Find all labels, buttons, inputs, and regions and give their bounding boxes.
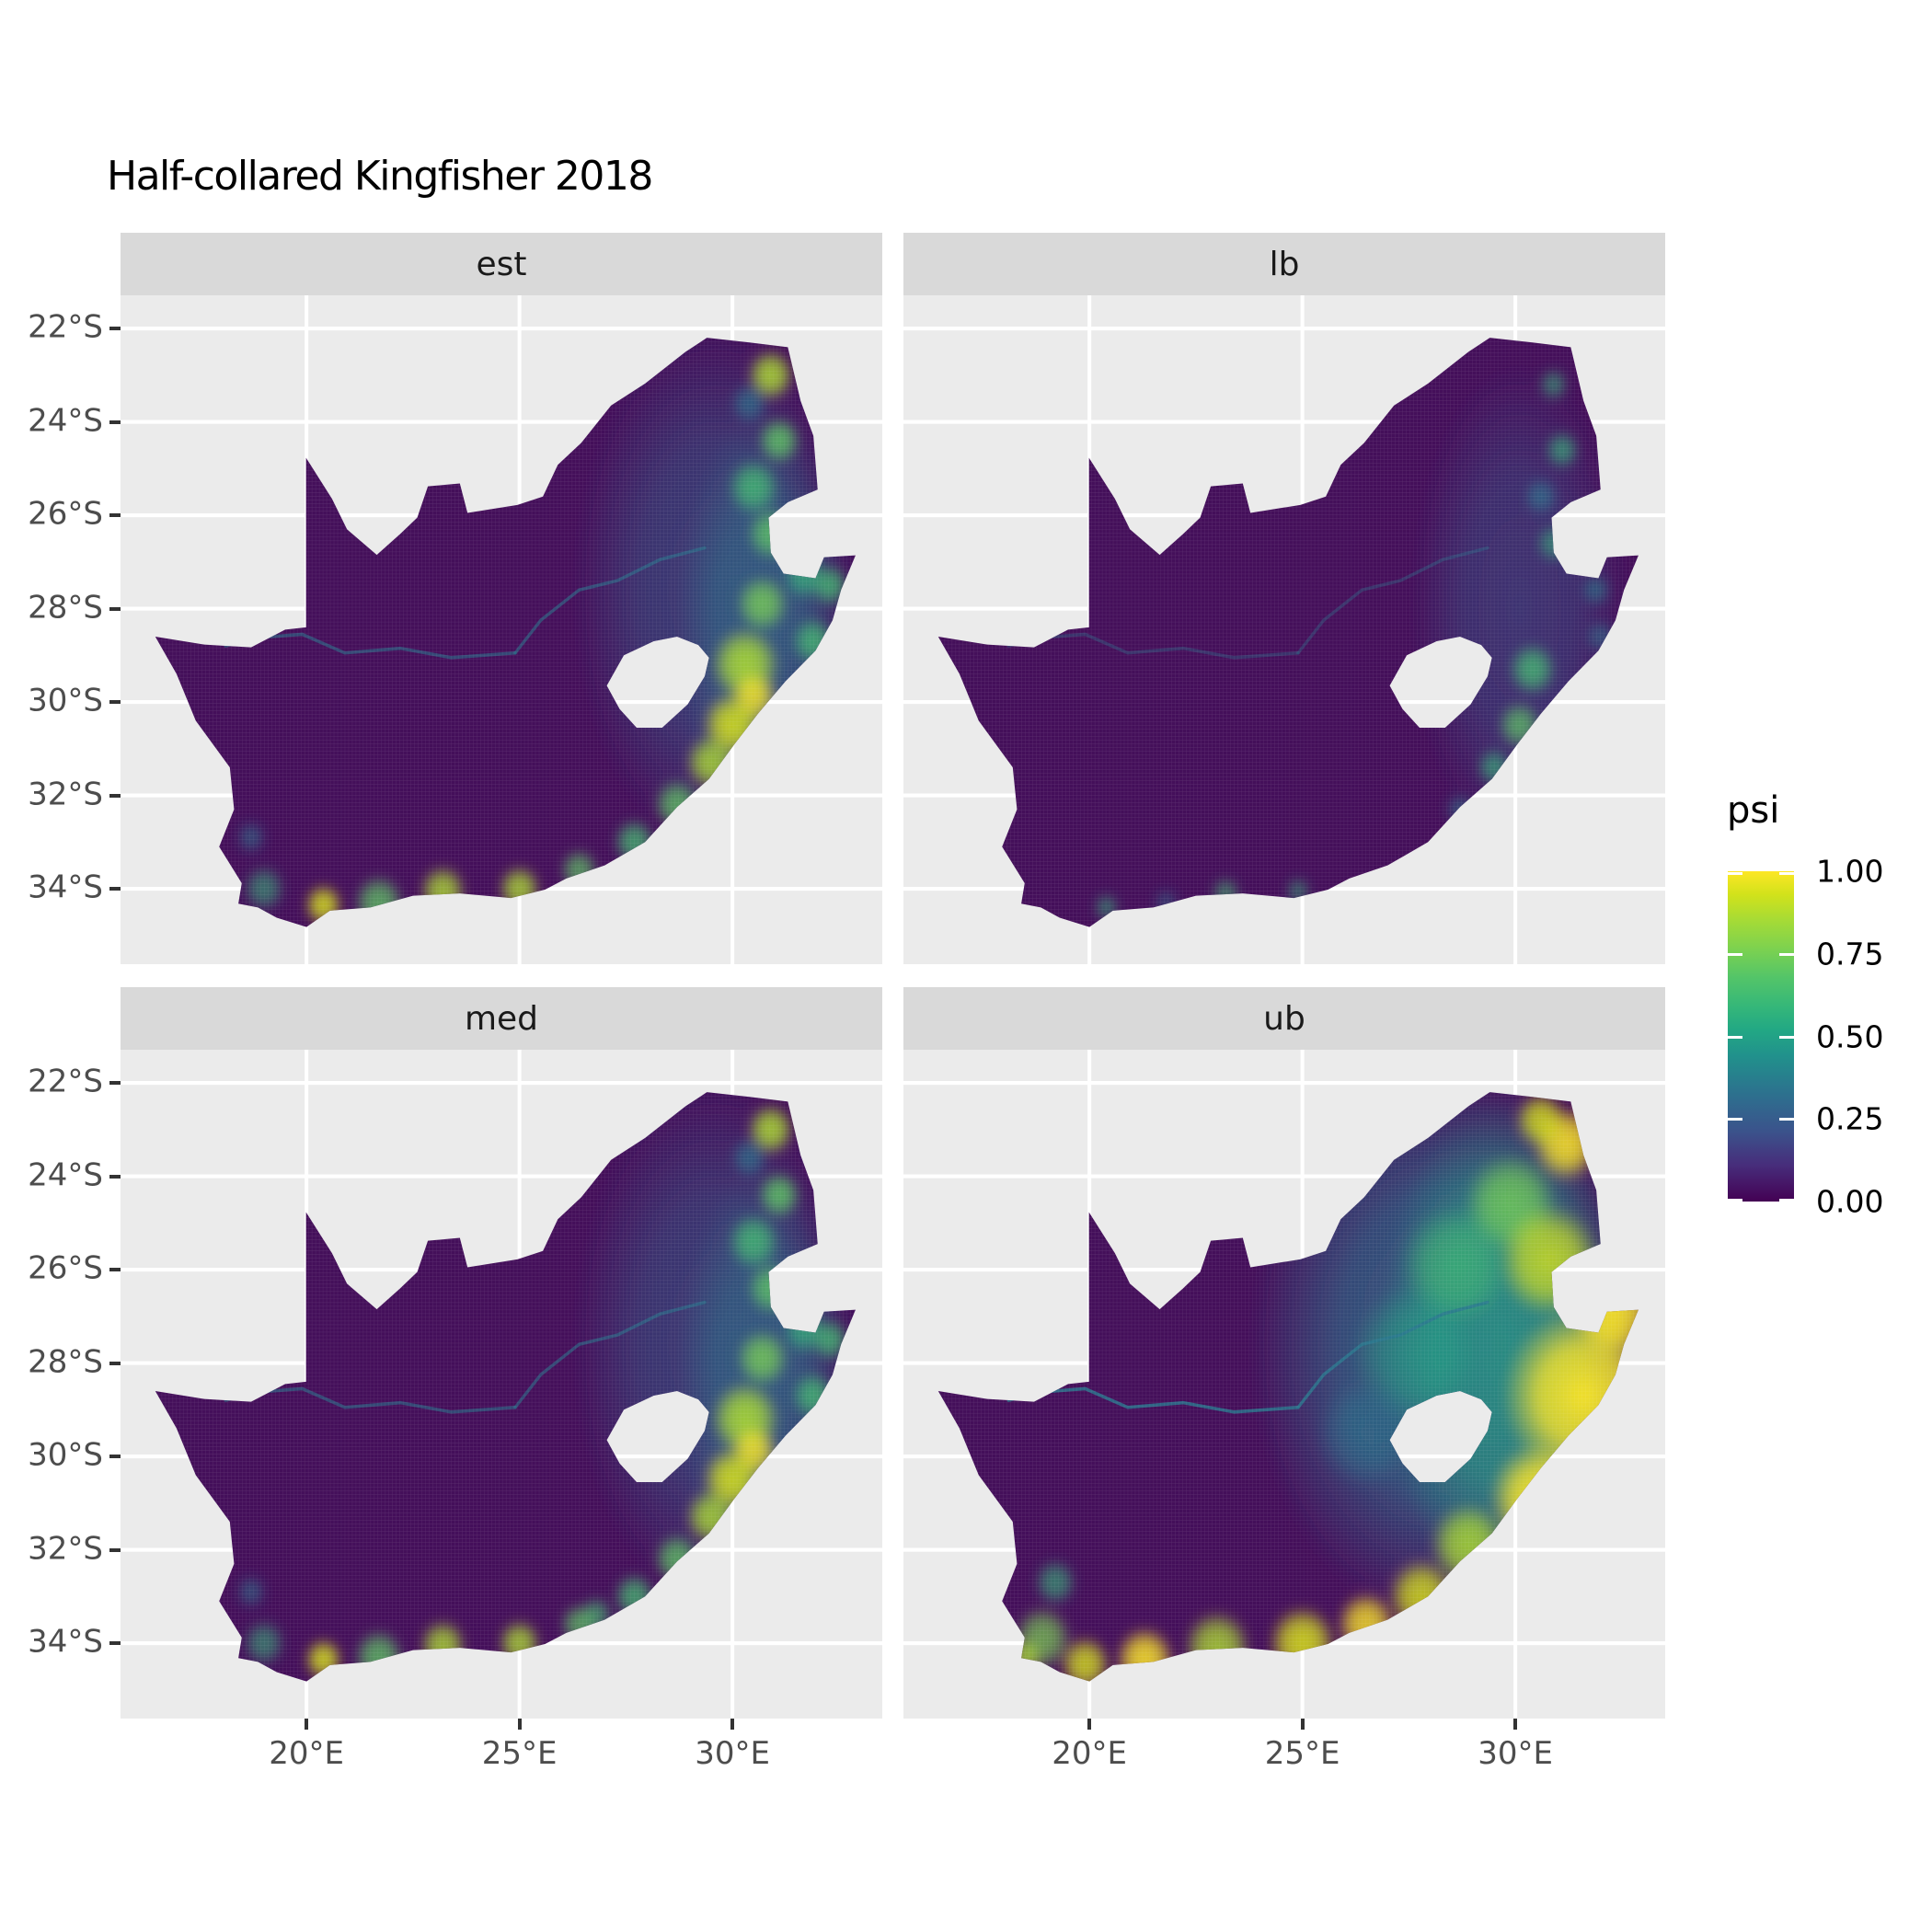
legend-label: 0.50: [1816, 1018, 1884, 1054]
y-tick-label: 34°S: [28, 868, 103, 906]
facet-strip-ub: ub: [903, 987, 1665, 1050]
y-tick-label: 26°S: [28, 1249, 103, 1287]
legend-title: psi: [1727, 789, 1780, 832]
y-tick-label: 34°S: [28, 1623, 103, 1661]
y-tick-mark: [109, 793, 121, 798]
facet-label-ub: ub: [1263, 999, 1305, 1038]
y-tick-label: 22°S: [28, 308, 103, 346]
legend-tick-mark: [1779, 1035, 1794, 1039]
legend-tick-mark: [1728, 872, 1742, 875]
legend-tick-mark: [1779, 1199, 1794, 1202]
y-tick-mark: [109, 420, 121, 424]
y-tick-mark: [109, 887, 121, 891]
x-tick-mark: [517, 1719, 522, 1730]
y-tick-label: 30°S: [28, 682, 103, 719]
y-tick-mark: [109, 1174, 121, 1179]
y-tick-mark: [109, 1081, 121, 1086]
y-tick-mark: [109, 606, 121, 611]
y-tick-mark: [109, 327, 121, 331]
x-tick-mark: [305, 1719, 309, 1730]
legend-label: 0.75: [1816, 936, 1884, 972]
legend-tick-mark: [1728, 952, 1742, 956]
x-tick-mark: [1087, 1719, 1092, 1730]
x-tick-label: 20°E: [1052, 1735, 1128, 1772]
legend-tick-mark: [1728, 1118, 1742, 1121]
y-tick-mark: [109, 1268, 121, 1272]
legend-tick-mark: [1779, 872, 1794, 875]
x-tick-label: 25°E: [1264, 1735, 1340, 1772]
legend-tick-mark: [1779, 1118, 1794, 1121]
map-panel-med: [121, 1050, 882, 1719]
x-tick-mark: [730, 1719, 735, 1730]
y-tick-mark: [109, 1547, 121, 1552]
x-tick-label: 30°E: [1478, 1735, 1554, 1772]
x-tick-label: 20°E: [269, 1735, 345, 1772]
legend-tick-mark: [1728, 1199, 1742, 1202]
map-panel-est: [121, 295, 882, 964]
map-svg-est: [121, 295, 882, 964]
y-tick-mark: [109, 700, 121, 705]
facet-label-med: med: [464, 999, 539, 1038]
facet-label-lb: lb: [1269, 245, 1300, 283]
facet-label-est: est: [476, 245, 527, 283]
y-tick-label: 32°S: [28, 775, 103, 812]
y-tick-label: 24°S: [28, 1156, 103, 1193]
facet-strip-med: med: [121, 987, 882, 1050]
y-tick-label: 24°S: [28, 401, 103, 439]
map-panel-ub: [903, 1050, 1665, 1719]
x-tick-mark: [1300, 1719, 1305, 1730]
y-tick-label: 32°S: [28, 1529, 103, 1567]
facet-strip-lb: lb: [903, 233, 1665, 295]
y-tick-label: 22°S: [28, 1063, 103, 1100]
y-tick-mark: [109, 1361, 121, 1365]
y-tick-mark: [109, 1455, 121, 1459]
legend-label: 0.25: [1816, 1100, 1884, 1137]
x-tick-label: 30°E: [695, 1735, 771, 1772]
y-tick-mark: [109, 513, 121, 518]
x-tick-label: 25°E: [481, 1735, 558, 1772]
y-tick-mark: [109, 1641, 121, 1646]
map-svg-med: [121, 1050, 882, 1719]
legend-label: 0.00: [1816, 1183, 1884, 1220]
map-svg-ub: [903, 1050, 1665, 1719]
legend-tick-mark: [1779, 952, 1794, 956]
y-tick-label: 28°S: [28, 588, 103, 626]
legend-tick-mark: [1728, 1035, 1742, 1039]
y-tick-label: 30°S: [28, 1436, 103, 1474]
map-panel-lb: [903, 295, 1665, 964]
plot-title: Half-collared Kingfisher 2018: [107, 153, 653, 200]
facet-strip-est: est: [121, 233, 882, 295]
legend-label: 1.00: [1816, 853, 1884, 890]
y-tick-label: 28°S: [28, 1342, 103, 1380]
y-tick-label: 26°S: [28, 495, 103, 533]
x-tick-mark: [1513, 1719, 1518, 1730]
map-svg-lb: [903, 295, 1665, 964]
